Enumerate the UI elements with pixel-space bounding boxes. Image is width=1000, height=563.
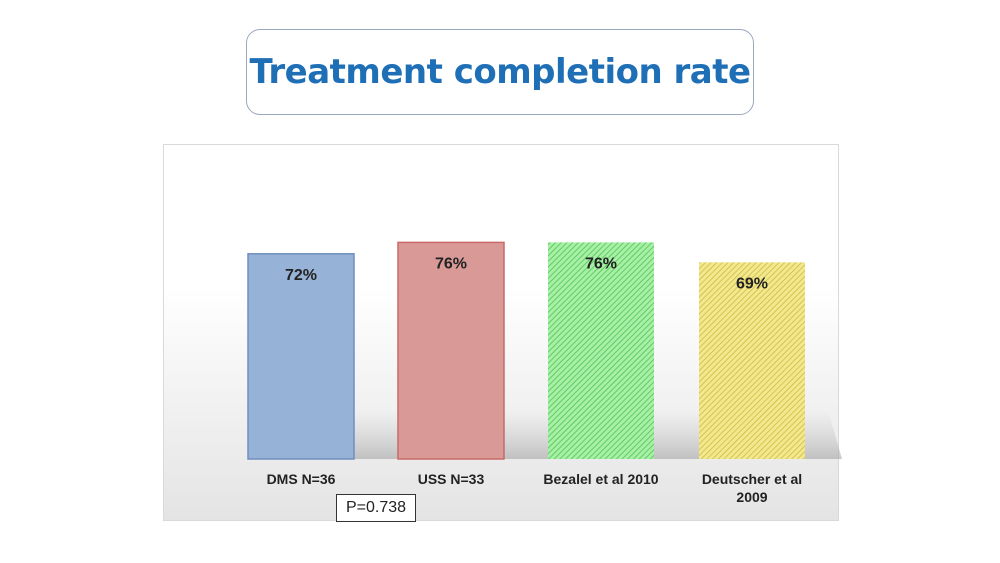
p-value-text: P=0.738 bbox=[345, 499, 407, 516]
bar-2 bbox=[397, 241, 505, 460]
value-label-2: 76% bbox=[435, 255, 467, 272]
category-label-2: USS N=33 bbox=[418, 471, 485, 487]
category-label-4: Deutscher et al 2009 bbox=[702, 471, 802, 505]
value-label-1: 72% bbox=[285, 267, 317, 284]
title-box: Treatment completion rate bbox=[246, 29, 754, 115]
category-label-3: Bezalel et al 2010 bbox=[543, 471, 658, 487]
p-value-box: P=0.738 bbox=[336, 494, 416, 522]
bar-3 bbox=[548, 242, 654, 459]
bar-4 bbox=[699, 262, 805, 459]
bar-1 bbox=[247, 253, 355, 460]
chart-title: Treatment completion rate bbox=[249, 52, 751, 92]
value-label-4: 69% bbox=[736, 275, 768, 292]
value-label-3: 76% bbox=[585, 255, 617, 272]
category-label-1: DMS N=36 bbox=[267, 471, 336, 487]
